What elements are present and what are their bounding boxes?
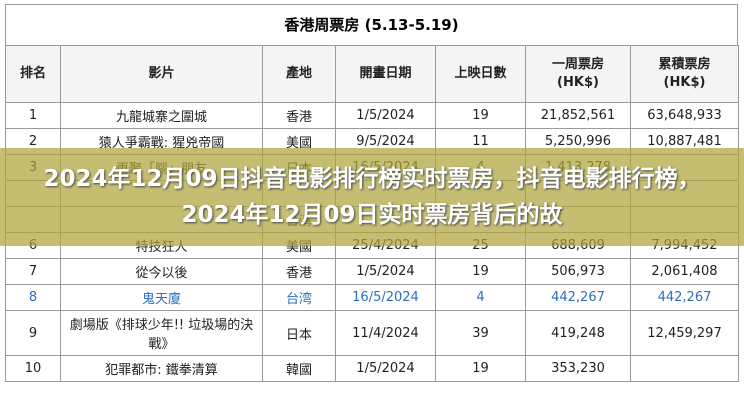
header-line: 產地 [285,66,312,81]
table-cell: 台湾 [262,284,336,311]
table-cell [630,355,739,382]
table-cell: 從今以後 [60,258,263,285]
table-row: 1 九龍城寨之圍城 香港 1/5/2024 19 21,852,561 63,648,933 [5,102,739,129]
table-cell: 日本 [262,310,336,356]
table-row: 7 從今以後 香港 1/5/2024 19 506,973 2,061,408 [5,258,739,285]
table-cell: 7 [5,258,61,285]
table-cell: 九龍城寨之圍城 [60,102,263,129]
table-cell: 19 [435,355,526,382]
table-cell: 10 [5,355,61,382]
table-cell: 19 [435,102,526,129]
header-line: 排名 [19,66,46,81]
banner-text: 2024年12月09日抖音电影排行榜实时票房，抖音电影排行榜，2024年12月0… [43,166,701,228]
table-cell: 63,648,933 [630,102,739,129]
column-header: 一周票房 (HK$) [525,45,631,103]
table-cell: 8 [5,284,61,311]
table-cell: 9 [5,310,61,356]
column-header: 影片 [60,45,263,103]
table-cell: 39 [435,310,526,356]
table-cell: 16/5/2024 [335,284,436,311]
column-header: 上映日數 [435,45,526,103]
table-cell: 韓國 [262,355,336,382]
table-cell: 353,230 [525,355,631,382]
table-cell: 21,852,561 [525,102,631,129]
table-title: 香港周票房 (5.13-5.19) [5,4,738,45]
table-cell: 442,267 [630,284,739,311]
table-cell: 香港 [262,102,336,129]
table-cell: 香港 [262,258,336,285]
table-cell: 犯罪都市: 鐵拳清算 [60,355,263,382]
table-row: 9 劇場版《排球少年!! 垃圾場的決戰》 日本 11/4/2024 39 419,248 1… [5,310,739,356]
table-cell: 419,248 [525,310,631,356]
table-cell: 4 [435,284,526,311]
header-line: 累積票房 [658,57,711,72]
table-cell: 12,459,297 [630,310,739,356]
header-line: (HK$) [663,75,706,90]
table-cell: 鬼天廈 [60,284,263,311]
table-cell: 劇場版《排球少年!! 垃圾場的決戰》 [60,310,263,356]
table-cell: 11/4/2024 [335,310,436,356]
column-header: 累積票房 (HK$) [630,45,739,103]
table-cell: 442,267 [525,284,631,311]
header-line: 一周票房 [551,57,604,72]
table-cell: 1 [5,102,61,129]
column-header: 產地 [262,45,336,103]
table-cell: 1/5/2024 [335,258,436,285]
header-row: 排名 影片 產地 開畫日期 上映日數 一周票房 (HK$) 累積票房 (HK$) [5,45,739,103]
header-line: 上映日數 [454,66,507,81]
header-line: 影片 [148,66,175,81]
table-cell: 506,973 [525,258,631,285]
table-cell: 2,061,408 [630,258,739,285]
header-line: (HK$) [557,75,599,90]
column-header: 開畫日期 [335,45,436,103]
column-header: 排名 [5,45,61,103]
header-line: 開畫日期 [359,66,412,81]
table-cell: 19 [435,258,526,285]
table-row: 8 鬼天廈 台湾 16/5/2024 4 442,267 442,267 [5,284,739,311]
table-cell: 1/5/2024 [335,355,436,382]
table-row: 10 犯罪都市: 鐵拳清算 韓國 1/5/2024 19 353,230 [5,355,739,382]
table-cell: 1/5/2024 [335,102,436,129]
banner: 2024年12月09日抖音电影排行榜实时票房，抖音电影排行榜，2024年12月0… [0,148,744,246]
